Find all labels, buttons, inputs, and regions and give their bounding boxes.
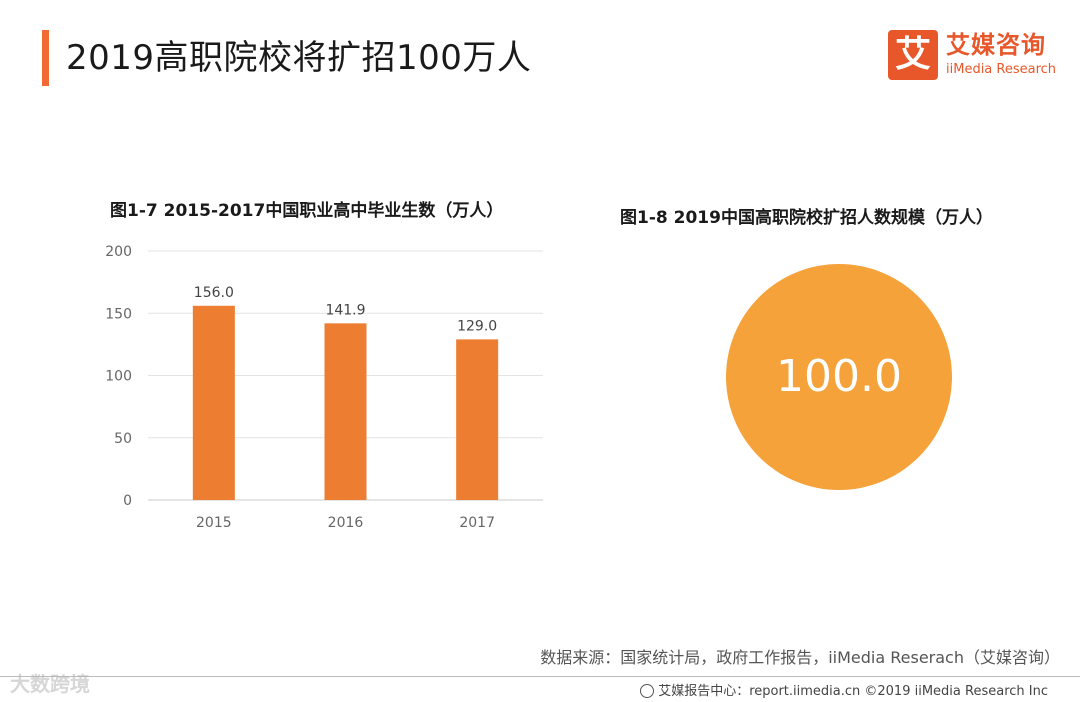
- x-tick-label: 2015: [196, 515, 232, 531]
- bubble-value-label: 100.0: [776, 351, 902, 402]
- bar-2017: [456, 339, 499, 500]
- y-tick-label: 100: [105, 369, 132, 385]
- logo-mark-icon: 艾: [888, 30, 938, 80]
- title-accent-bar: [42, 30, 49, 86]
- watermark: 大数跨境: [10, 672, 90, 696]
- y-tick-label: 50: [114, 431, 132, 447]
- data-source-note: 数据来源：国家统计局，政府工作报告，iiMedia Reserach（艾媒咨询）: [540, 648, 1060, 667]
- bubble-circle: 100.0: [726, 264, 952, 490]
- y-tick-label: 150: [105, 306, 132, 322]
- bar-chart-title: 图1-7 2015-2017中国职业高中毕业生数（万人）: [110, 201, 504, 221]
- logo-name-en: iiMedia Research: [946, 62, 1057, 77]
- footer-text: 艾媒报告中心：report.iimedia.cn ©2019 iiMedia R…: [658, 684, 1048, 699]
- bubble-chart-title: 图1-8 2019中国高职院校扩招人数规模（万人）: [620, 208, 993, 228]
- bubble-chart: 100.0: [726, 264, 952, 490]
- data-label: 156.0: [194, 285, 234, 301]
- y-tick-label: 0: [123, 493, 132, 509]
- bar-2016: [324, 323, 367, 500]
- x-tick-label: 2016: [328, 515, 364, 531]
- data-label: 141.9: [325, 302, 365, 318]
- data-label: 129.0: [457, 318, 497, 334]
- iimedia-logo: 艾 艾媒咨询 iiMedia Research: [888, 30, 1068, 84]
- bar-2015: [192, 305, 235, 500]
- page-title: 2019高职院校将扩招100万人: [66, 38, 532, 78]
- x-tick-label: 2017: [459, 515, 495, 531]
- y-tick-label: 200: [105, 244, 132, 260]
- footer-divider: [0, 676, 1080, 677]
- logo-name-cn: 艾媒咨询: [946, 31, 1046, 59]
- footer: 艾媒报告中心：report.iimedia.cn ©2019 iiMedia R…: [640, 680, 1048, 699]
- globe-icon: [640, 684, 655, 698]
